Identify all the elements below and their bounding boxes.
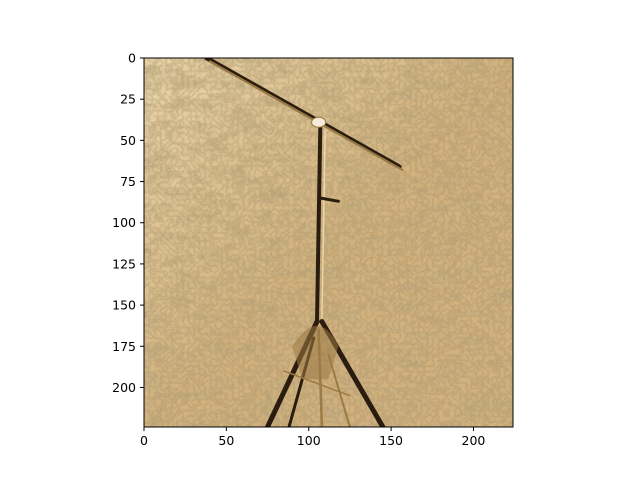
y-tick-label: 25 bbox=[120, 92, 136, 107]
image-raster bbox=[144, 58, 513, 427]
y-tick-label: 0 bbox=[128, 51, 136, 66]
y-tick-label: 50 bbox=[120, 133, 136, 148]
x-tick-label: 0 bbox=[140, 433, 148, 448]
y-tick-label: 125 bbox=[112, 256, 136, 271]
y-tick-label: 100 bbox=[112, 215, 136, 230]
post-highlight bbox=[321, 129, 326, 320]
diagonal-bar bbox=[204, 58, 402, 169]
joint-highlight bbox=[311, 116, 327, 128]
y-tick-label: 75 bbox=[120, 174, 136, 189]
vertical-post bbox=[315, 125, 323, 324]
y-tick-label: 175 bbox=[112, 339, 136, 354]
x-tick-label: 50 bbox=[218, 433, 234, 448]
y-tick-label: 150 bbox=[112, 298, 136, 313]
x-tick-label: 100 bbox=[297, 433, 321, 448]
x-axis: 0 50 100 150 200 bbox=[140, 427, 485, 448]
y-tick-label: 200 bbox=[112, 380, 136, 395]
leg-junction-shadow bbox=[292, 325, 339, 380]
x-tick-label: 200 bbox=[462, 433, 486, 448]
x-tick-label: 150 bbox=[379, 433, 403, 448]
diagonal-bar-shadow bbox=[208, 60, 404, 171]
image-structure-lines bbox=[204, 58, 404, 427]
axes-frame bbox=[143, 57, 514, 428]
y-axis: 0 25 50 75 100 125 150 175 200 bbox=[112, 51, 144, 395]
cross-brace bbox=[283, 370, 351, 397]
short-arm bbox=[318, 196, 340, 203]
